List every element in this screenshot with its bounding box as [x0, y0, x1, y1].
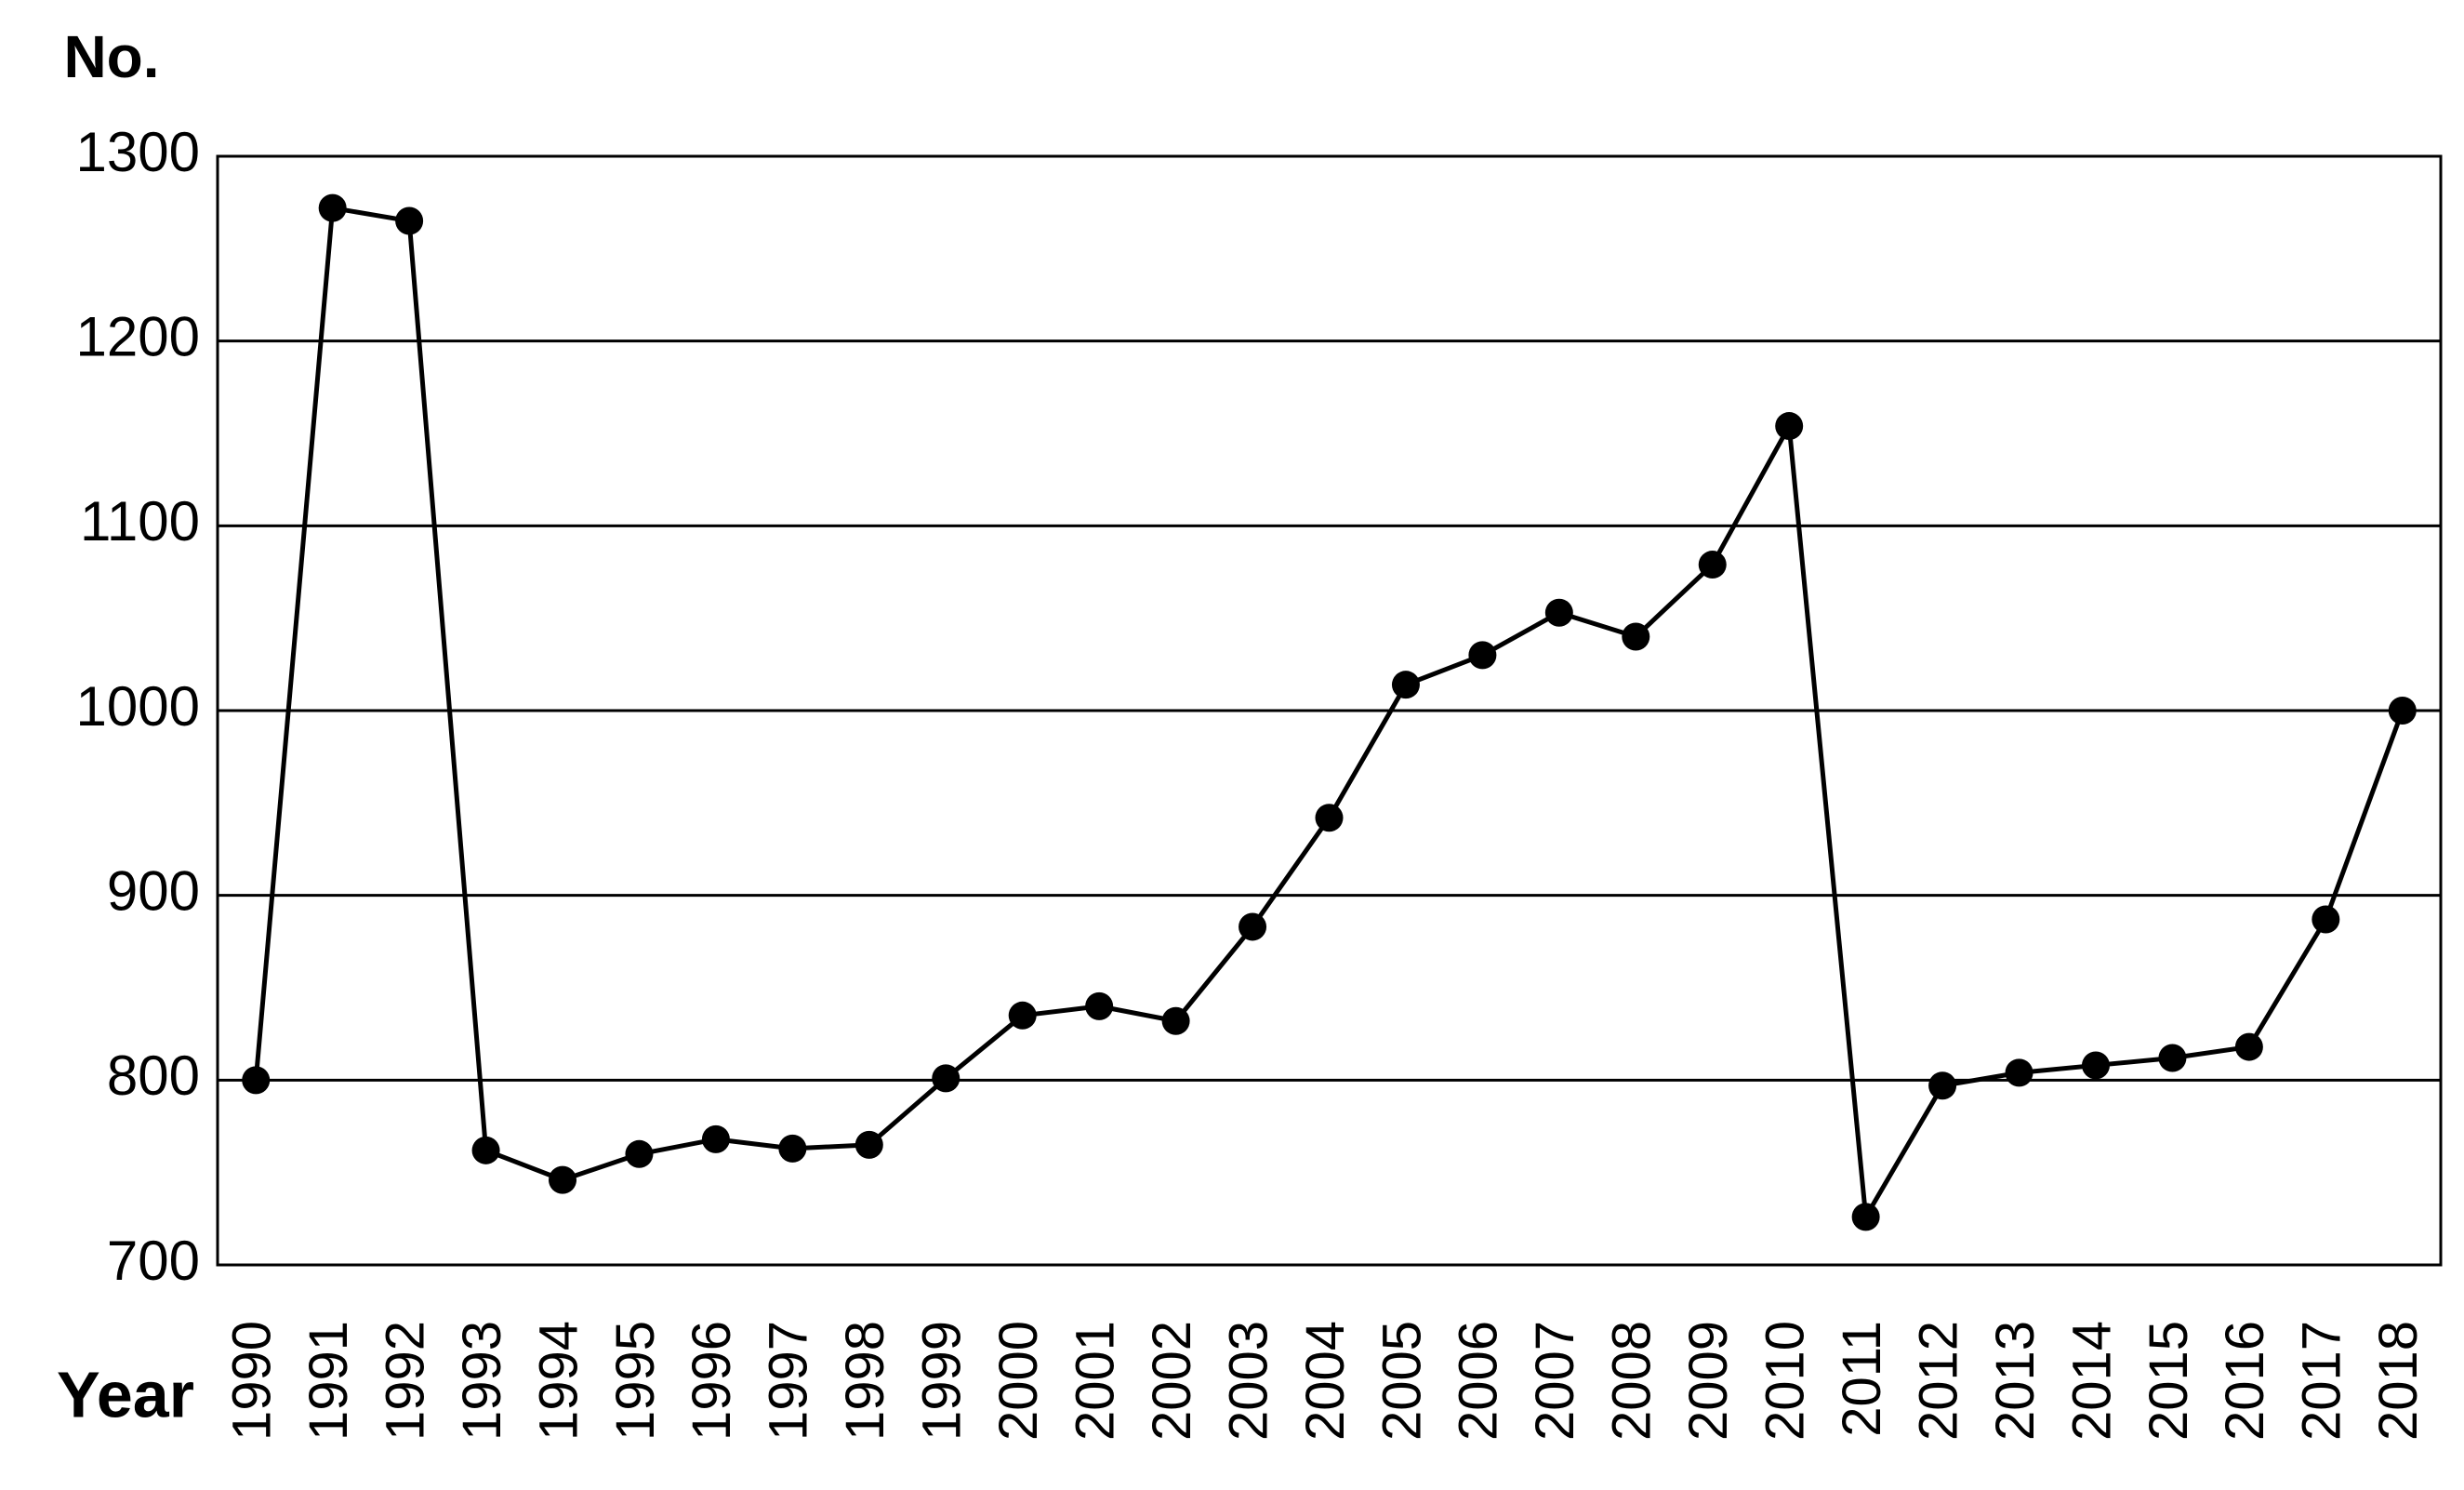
x-tick-label: 2003	[1218, 1321, 1278, 1441]
data-point	[1239, 912, 1267, 941]
data-point	[1391, 671, 1420, 699]
data-point	[701, 1124, 730, 1153]
x-tick-label: 2011	[1832, 1321, 1892, 1437]
y-axis-label: No.	[63, 23, 159, 90]
data-point	[1775, 412, 1804, 441]
y-tick-label: 1000	[76, 675, 200, 738]
y-tick-label: 800	[107, 1044, 200, 1107]
data-point	[318, 193, 347, 222]
x-tick-label: 2016	[2215, 1321, 2275, 1441]
data-point	[1085, 991, 1114, 1020]
x-tick-label: 2015	[2139, 1321, 2199, 1441]
data-point	[549, 1165, 577, 1194]
x-tick-label: 1994	[528, 1321, 589, 1441]
data-point	[932, 1064, 960, 1093]
data-point	[395, 206, 424, 235]
x-tick-label: 1992	[375, 1321, 435, 1441]
y-tick-label: 700	[107, 1230, 200, 1292]
x-tick-label: 2005	[1371, 1321, 1432, 1441]
data-point	[1161, 1006, 1190, 1035]
data-point	[2312, 905, 2340, 934]
data-point	[778, 1134, 807, 1163]
data-point	[2081, 1051, 2110, 1080]
x-tick-label: 2006	[1449, 1321, 1509, 1441]
x-tick-label: 2004	[1295, 1321, 1356, 1441]
x-tick-label: 2012	[1908, 1321, 1968, 1441]
data-point	[2234, 1032, 2263, 1061]
y-tick-label: 1300	[76, 121, 200, 183]
x-tick-label: 1991	[298, 1321, 359, 1441]
y-tick-label: 1100	[80, 490, 200, 552]
x-tick-label: 2014	[2061, 1321, 2122, 1441]
x-tick-label: 1990	[222, 1321, 283, 1441]
data-point	[1928, 1071, 1957, 1100]
y-tick-label: 1200	[76, 306, 200, 368]
data-point	[1622, 622, 1650, 651]
data-point	[854, 1130, 883, 1159]
x-tick-label: 2010	[1755, 1321, 1816, 1441]
x-tick-label: 2008	[1602, 1321, 1663, 1441]
x-tick-label: 1993	[452, 1321, 512, 1441]
x-tick-label: 2013	[1985, 1321, 2046, 1441]
x-tick-label: 1995	[605, 1321, 666, 1441]
x-tick-label: 1998	[835, 1321, 895, 1441]
data-point	[2005, 1058, 2033, 1087]
x-tick-label: 1997	[759, 1321, 819, 1441]
x-tick-label: 2000	[988, 1321, 1049, 1441]
x-tick-label: 2007	[1525, 1321, 1585, 1441]
data-point	[1008, 1001, 1037, 1030]
data-point	[1315, 804, 1344, 832]
data-point	[242, 1066, 271, 1095]
data-point	[1468, 641, 1497, 670]
plot-border	[216, 154, 2443, 1267]
data-point	[1698, 551, 1727, 579]
x-tick-label: 2017	[2292, 1321, 2352, 1441]
x-tick-label: 1999	[912, 1321, 973, 1441]
y-tick-label: 900	[107, 860, 200, 923]
data-point	[471, 1136, 500, 1164]
x-axis-label: Year	[57, 1358, 194, 1430]
data-point	[2158, 1044, 2187, 1072]
data-point	[625, 1139, 654, 1168]
data-point	[2388, 697, 2417, 725]
x-tick-label: 2018	[2368, 1321, 2429, 1441]
data-point	[1544, 598, 1573, 627]
x-tick-label: 1996	[682, 1321, 742, 1441]
data-point	[1851, 1203, 1880, 1231]
x-tick-label: 2009	[1678, 1321, 1739, 1441]
x-tick-label: 2002	[1142, 1321, 1202, 1441]
x-tick-label: 2001	[1065, 1321, 1125, 1441]
